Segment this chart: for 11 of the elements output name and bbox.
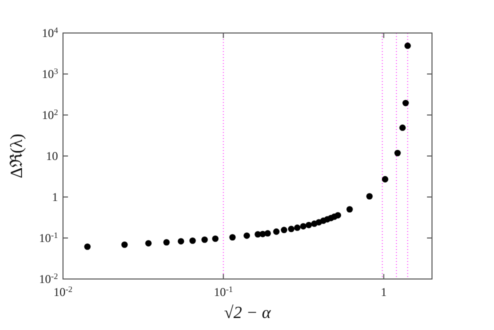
- y-tick-label: 10$^{3}$: [42, 66, 58, 81]
- y-tick-label: 10$^{2}$: [42, 108, 58, 122]
- y-axis-title: Δℜ(λ): [7, 134, 26, 178]
- y-tick-label: 10$^{4}$: [42, 26, 59, 40]
- y-tick-label: 10$^{-2}$: [39, 272, 58, 286]
- y-tick-label: 1: [52, 190, 58, 204]
- x-tick-label: 10$^{-1}$: [214, 284, 233, 299]
- x-axis-title: √2 − α: [224, 303, 272, 322]
- x-tick-label: 1: [380, 285, 387, 299]
- y-tick-label: 10: [46, 149, 58, 163]
- y-tick-label: 10$^{-1}$: [39, 230, 58, 245]
